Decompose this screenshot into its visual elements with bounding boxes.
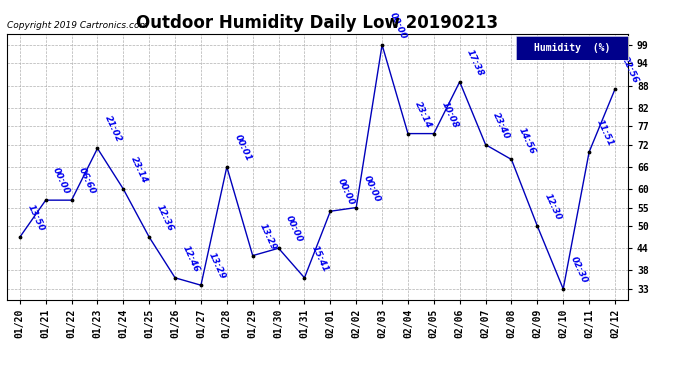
Text: Copyright 2019 Cartronics.com: Copyright 2019 Cartronics.com	[7, 21, 148, 30]
Text: 10:08: 10:08	[440, 100, 460, 129]
Text: 00:00: 00:00	[336, 177, 356, 207]
Text: 13:29: 13:29	[206, 251, 227, 281]
Text: 17:38: 17:38	[465, 48, 486, 78]
Text: 21:02: 21:02	[103, 114, 124, 144]
Text: 13:29: 13:29	[258, 222, 279, 252]
Text: 00:00: 00:00	[284, 214, 304, 244]
Text: 00:00: 00:00	[388, 11, 408, 40]
Text: 12:46: 12:46	[181, 244, 201, 274]
Text: 00:00: 00:00	[51, 166, 72, 196]
Text: 12:36: 12:36	[155, 203, 175, 233]
Text: 12:30: 12:30	[543, 192, 563, 222]
Text: 02:30: 02:30	[569, 255, 589, 285]
Text: 15:41: 15:41	[310, 244, 331, 274]
Text: 11:51: 11:51	[595, 118, 615, 148]
Text: 14:56: 14:56	[517, 126, 538, 155]
Text: 00:00: 00:00	[362, 174, 382, 203]
Text: 23:14: 23:14	[129, 155, 149, 185]
Title: Outdoor Humidity Daily Low 20190213: Outdoor Humidity Daily Low 20190213	[137, 14, 498, 32]
Text: 13:50: 13:50	[26, 203, 46, 233]
Text: 00:01: 00:01	[233, 133, 253, 163]
Text: 23:40: 23:40	[491, 111, 511, 141]
Text: 23:14: 23:14	[413, 100, 434, 129]
Text: 22:56: 22:56	[620, 55, 641, 85]
Text: 06:60: 06:60	[77, 166, 97, 196]
